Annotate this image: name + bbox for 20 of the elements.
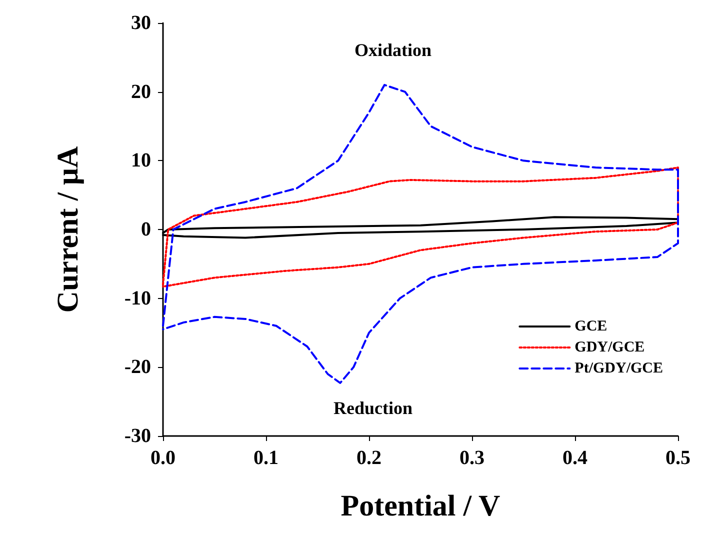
x-tick-label: 0.0 [150,447,176,469]
y-tick-label: 30 [131,12,151,34]
y-tick-label: -30 [124,425,151,447]
y-tick-label: 20 [131,80,151,103]
y-tick-label: -20 [124,356,151,378]
y-tick-label: -10 [124,287,151,310]
legend-label: Pt/GDY/GCE [574,360,664,376]
legend-label: GDY/GCE [574,340,645,356]
legend-label: GCE [574,318,608,334]
x-tick-label: 0.4 [562,447,588,469]
y-tick-label: 10 [131,150,151,172]
x-tick-label: 0.1 [254,447,278,469]
y-tick-label: 0 [141,218,151,240]
x-tick-label: 0.5 [666,447,690,469]
x-tick-label: 0.2 [356,447,382,469]
y-axis-title: Current / μA [52,146,84,313]
annotation: Oxidation [354,40,432,60]
x-tick-label: 0.3 [460,447,484,469]
annotation: Reduction [333,398,413,418]
x-axis-title: Potential / V [340,490,501,522]
